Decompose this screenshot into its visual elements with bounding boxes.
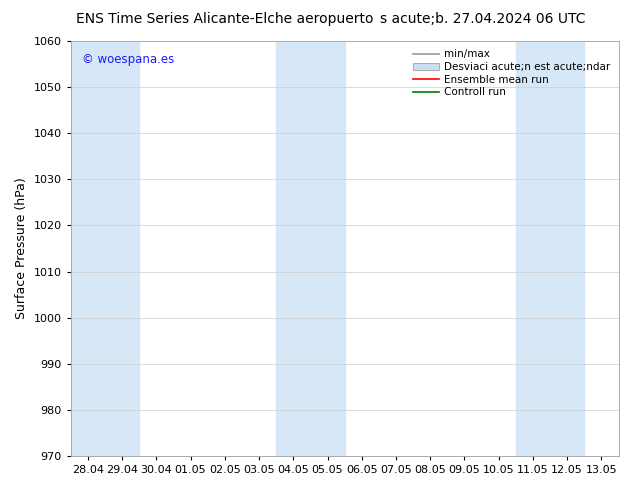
Bar: [276, 41, 345, 456]
Text: s acute;b. 27.04.2024 06 UTC: s acute;b. 27.04.2024 06 UTC: [380, 12, 586, 26]
Y-axis label: Surface Pressure (hPa): Surface Pressure (hPa): [15, 178, 28, 319]
Bar: [516, 41, 585, 456]
Legend: min/max, Desviaci acute;n est acute;ndar, Ensemble mean run, Controll run: min/max, Desviaci acute;n est acute;ndar…: [410, 46, 613, 100]
Text: ENS Time Series Alicante-Elche aeropuerto: ENS Time Series Alicante-Elche aeropuert…: [76, 12, 373, 26]
Bar: [71, 41, 139, 456]
Text: © woespana.es: © woespana.es: [82, 53, 174, 67]
